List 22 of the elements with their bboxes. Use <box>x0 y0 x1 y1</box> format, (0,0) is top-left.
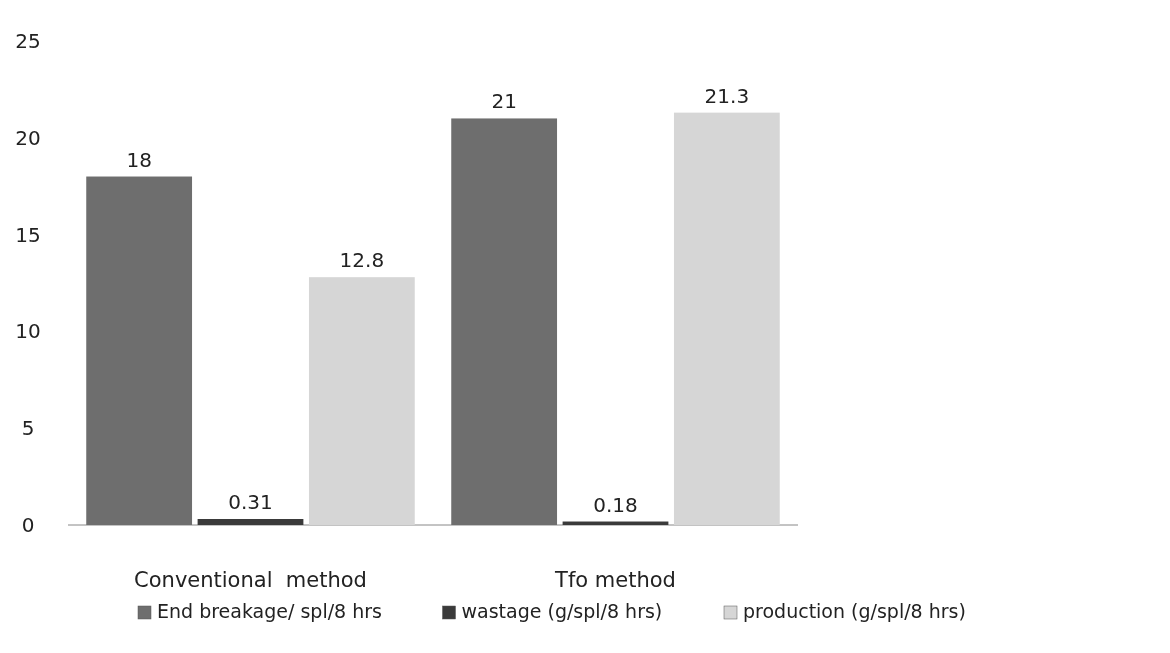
bar <box>451 118 558 525</box>
data-label: 0.18 <box>593 492 638 517</box>
y-tick-label: 15 <box>15 222 41 247</box>
data-label: 21 <box>491 89 517 114</box>
data-label: 18 <box>126 147 152 172</box>
y-tick-label: 0 <box>21 513 35 537</box>
x-tick-label: Tfo method <box>554 568 676 592</box>
data-label: 21.3 <box>704 83 750 108</box>
legend-label: wastage (g/spl/8 hrs) <box>461 600 663 622</box>
data-label: 0.31 <box>228 490 273 514</box>
y-tick-label: 25 <box>15 29 41 53</box>
bar <box>673 112 780 525</box>
y-tick-label: 10 <box>15 319 41 344</box>
legend-label: End breakage/ spl/8 hrs <box>157 600 382 622</box>
bar <box>308 277 415 525</box>
y-tick-label: 20 <box>15 125 41 150</box>
data-label: 12.8 <box>339 248 385 273</box>
bar <box>197 519 304 525</box>
bar <box>86 176 193 525</box>
y-tick-label: 5 <box>21 416 35 441</box>
x-tick-label: Conventional method <box>134 568 367 592</box>
legend-label: production (g/spl/8 hrs) <box>743 600 966 622</box>
